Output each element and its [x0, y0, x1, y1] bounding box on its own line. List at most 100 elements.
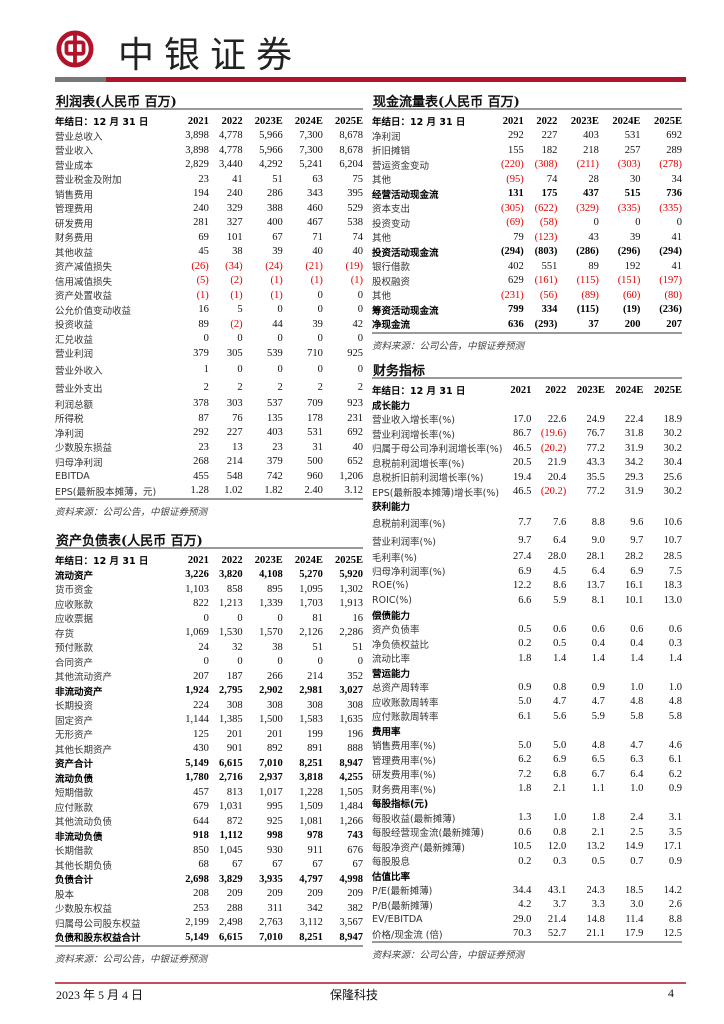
- cell-value: 41: [671, 260, 683, 272]
- column-header: 2024E: [294, 554, 323, 566]
- bank-of-china-logo: [56, 30, 94, 68]
- cell-value: 35.5: [586, 471, 605, 483]
- cell-value: 538: [347, 217, 363, 229]
- table-row: 每股股息 0.2 0.3 0.5 0.7 0.9: [372, 854, 682, 869]
- row-label: 价格/现金流 (倍): [372, 926, 503, 943]
- cell-value: 29.3: [625, 471, 644, 483]
- cell-value: 960: [307, 470, 323, 482]
- cell-value: 44: [272, 318, 283, 330]
- cell-value: 6.1: [518, 710, 532, 722]
- row-label: EV/EBITDA: [372, 913, 423, 925]
- row-label: 估值比率: [372, 871, 411, 883]
- row-label: 长期借款: [55, 846, 94, 858]
- table-row: ROE(%) 12.2 8.6 13.7 16.1 18.3: [372, 579, 682, 594]
- cell-value: 25.6: [663, 471, 682, 483]
- cell-value: 379: [266, 456, 283, 468]
- row-label: 营业利润: [55, 349, 94, 361]
- cell-value: (20.2): [540, 442, 567, 454]
- cell-value: 289: [666, 144, 682, 156]
- cell-value: 69: [198, 231, 209, 243]
- cell-value: 822: [193, 598, 209, 610]
- cell-value: 81: [312, 612, 323, 624]
- cell-value: (19.6): [540, 428, 567, 440]
- table-row: 偿债能力: [372, 608, 682, 623]
- row-label: 净负债权益比: [372, 639, 430, 651]
- row-label: 管理费用率(%): [372, 755, 436, 767]
- column-header: 2021: [502, 115, 524, 127]
- cell-value: 10.1: [625, 594, 644, 606]
- cell-value: 1.28: [175, 483, 209, 500]
- cell-value: 2,126: [299, 627, 323, 639]
- cell-value: 3,898: [185, 130, 209, 142]
- table-row: 货币资金 1,103 858 895 1,095 1,302: [55, 582, 363, 597]
- table-row: 管理费用 240 329 388 460 529: [55, 201, 363, 216]
- table-row: 其他 79 (123) 43 39 41: [372, 230, 682, 245]
- cell-value: [531, 724, 566, 739]
- cell-value: 850: [193, 844, 209, 856]
- row-label: 所得税: [55, 414, 84, 426]
- cell-value: 460: [307, 202, 323, 214]
- cell-value: 209: [226, 888, 243, 900]
- cell-value: (95): [506, 173, 524, 185]
- row-label: 营业税金及附加: [55, 175, 122, 187]
- cell-value: 403: [583, 130, 599, 142]
- table-row: 营业外支出 2 2 2 2 2: [55, 379, 363, 397]
- cell-value: 895: [266, 583, 283, 595]
- row-label: 息税折旧前利润增长率(%): [372, 473, 484, 485]
- table-row: 营业利润增长率(%) 86.7 (19.6) 76.7 31.8 30.2: [372, 427, 682, 442]
- header-label: 年结日：12 月 31 日: [372, 117, 466, 129]
- row-label: 存货: [55, 628, 75, 640]
- cell-value: (26): [191, 260, 209, 272]
- table-row: 筹资活动现金流 799 334 (115) (19) (236): [372, 303, 682, 318]
- cell-value: 3.1: [668, 812, 682, 824]
- cell-value: [605, 796, 644, 811]
- table-row: 管理费用率(%) 6.2 6.9 6.5 6.3 6.1: [372, 753, 682, 768]
- cell-value: 1.02: [208, 483, 243, 500]
- table-row: 长期投资 224 308 308 308 308: [55, 698, 363, 713]
- cell-value: 2,902: [259, 685, 283, 697]
- cell-value: (220): [500, 159, 524, 171]
- source-note: 资料来源：公司公告，中银证券预测: [55, 507, 208, 518]
- cell-value: 14.8: [586, 913, 605, 925]
- row-label: 每股指标(元): [372, 799, 429, 811]
- cell-value: 0: [357, 304, 363, 316]
- cell-value: 67: [232, 859, 243, 871]
- cell-value: 1,228: [299, 786, 323, 798]
- row-label: 净利润: [372, 131, 401, 143]
- table-row: 营业总收入 3,898 4,778 5,966 7,300 8,678: [55, 129, 363, 144]
- table-row: 所得税 87 76 135 178 231: [55, 411, 363, 426]
- cell-value: [643, 666, 682, 681]
- section-title: 资产负债表(人民币 百万): [55, 530, 363, 549]
- cell-value: 6,615: [208, 930, 243, 947]
- cell-value: 5.8: [630, 710, 644, 722]
- cell-value: 10.5: [512, 841, 532, 853]
- header-label: 年结日：12 月 31 日: [372, 386, 466, 398]
- cell-value: (19): [622, 304, 641, 316]
- cell-value: 8,251: [299, 757, 323, 769]
- cell-value: 43.3: [586, 457, 605, 469]
- row-label: 营业利润率(%): [372, 536, 436, 548]
- cell-value: (211): [576, 159, 599, 171]
- cell-value: 0.6: [668, 623, 682, 635]
- cell-value: 1,213: [219, 598, 243, 610]
- footer-rule: [55, 982, 686, 984]
- cell-value: [643, 796, 682, 811]
- row-label: 应付账款周转率: [372, 712, 439, 724]
- column-header: 2021: [510, 384, 532, 396]
- cell-value: 551: [541, 260, 558, 272]
- cell-value: [502, 608, 531, 623]
- cell-value: 209: [307, 888, 323, 900]
- column-header: 2023E: [570, 115, 599, 127]
- cell-value: 379: [193, 347, 209, 359]
- table-row: 应付账款周转率 6.1 5.6 5.9 5.8 5.8: [372, 709, 682, 724]
- table-row: 投资变动 (69) (58) 0 0 0: [372, 216, 682, 231]
- balance-sheet: 资产负债表(人民币 百万) 年结日：12 月 31 日 2021 2022 2023E…: [55, 530, 363, 965]
- cell-value: 2,763: [259, 917, 283, 929]
- cell-value: 6.1: [668, 754, 682, 766]
- cell-value: 0.2: [518, 638, 532, 650]
- table-row: 少数股东权益 253 288 311 342 382: [55, 901, 363, 916]
- table-row: 非流动资产 1,924 2,795 2,902 2,981 3,027: [55, 684, 363, 699]
- cash-flow-statement: 现金流量表(人民币 百万) 年结日：12 月 31 日 2021 2022 2023E…: [372, 91, 682, 352]
- cell-value: 4,778: [219, 144, 243, 156]
- table-row: 获利能力: [372, 499, 682, 514]
